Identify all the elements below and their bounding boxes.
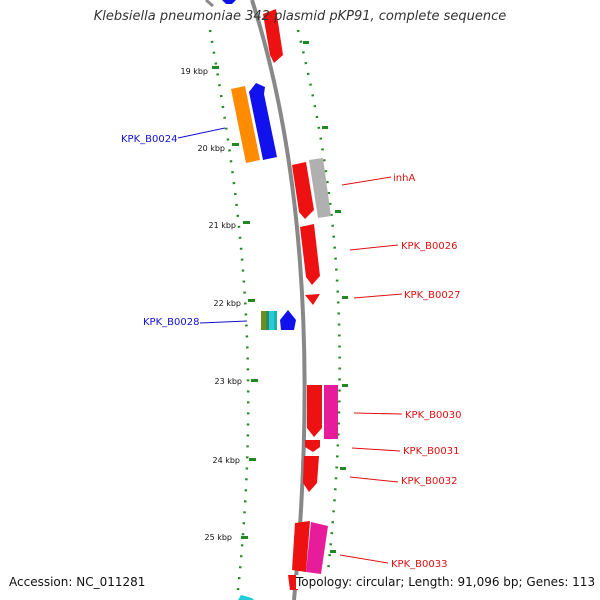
leader-line bbox=[199, 320, 248, 324]
gene-olive bbox=[261, 311, 266, 330]
label-kpk-b0026: KPK_B0026 bbox=[401, 241, 457, 252]
gene-top-red bbox=[263, 9, 283, 63]
tick-mark bbox=[342, 296, 348, 299]
tick-mark bbox=[241, 536, 248, 539]
gene-teal bbox=[274, 311, 277, 330]
map-title: Klebsiella pneumoniae 342 plasmid pKP91,… bbox=[93, 9, 507, 24]
tick-label: 23 kbp bbox=[214, 377, 242, 386]
gene-magenta-2 bbox=[306, 522, 328, 574]
label-kpk-b0028: KPK_B0028 bbox=[143, 317, 199, 328]
tick-labels: 19 kbp 20 kbp 21 kbp 22 kbp 23 kbp 24 kb… bbox=[180, 67, 242, 542]
tick-mark bbox=[330, 550, 336, 553]
tick-label: 20 kbp bbox=[197, 144, 225, 153]
tick-mark bbox=[251, 379, 258, 382]
gene-kpk-b0031 bbox=[305, 440, 320, 452]
tick-mark bbox=[335, 210, 341, 213]
gene-kpk-b0026 bbox=[300, 224, 320, 285]
tick-mark bbox=[249, 458, 256, 461]
gene-kpk-b0024 bbox=[249, 83, 277, 160]
backbone-arc bbox=[250, 0, 307, 600]
tick-mark bbox=[248, 299, 255, 302]
tick-mark bbox=[322, 126, 328, 129]
gene-cyan bbox=[269, 311, 274, 330]
gene-green bbox=[266, 311, 269, 330]
leader-lines bbox=[177, 127, 403, 564]
gene-kpk-b0030 bbox=[307, 385, 322, 437]
gene-kpk-b0032 bbox=[303, 456, 319, 492]
gene-orange bbox=[231, 86, 260, 163]
tick-mark bbox=[303, 41, 309, 44]
tick-mark bbox=[342, 384, 348, 387]
leader-line bbox=[349, 476, 399, 483]
tick-label: 22 kbp bbox=[213, 299, 241, 308]
label-kpk-b0032: KPK_B0032 bbox=[401, 476, 457, 487]
leader-line bbox=[177, 127, 226, 139]
topology-text: Topology: circular; Length: 91,096 bp; G… bbox=[296, 575, 598, 589]
label-kpk-b0033: KPK_B0033 bbox=[391, 559, 447, 570]
gene-top-blue bbox=[222, 0, 236, 4]
tick-label: 19 kbp bbox=[180, 67, 208, 76]
leader-line bbox=[353, 293, 403, 299]
leader-line bbox=[349, 244, 399, 251]
tick-label: 24 kbp bbox=[212, 456, 240, 465]
gene-inha bbox=[292, 162, 314, 219]
label-kpk-b0030: KPK_B0030 bbox=[405, 410, 461, 421]
tick-group bbox=[212, 41, 348, 553]
leader-line bbox=[341, 176, 392, 186]
gene-kpk-b0033 bbox=[292, 521, 310, 572]
gene-magenta bbox=[324, 385, 338, 439]
leader-line bbox=[351, 447, 401, 452]
gene-kpk-b0027 bbox=[305, 294, 320, 305]
tick-label: 21 kbp bbox=[208, 221, 236, 230]
accession-text: Accession: NC_011281 bbox=[9, 575, 146, 589]
label-kpk-b0027: KPK_B0027 bbox=[404, 290, 460, 301]
label-kpk-b0024: KPK_B0024 bbox=[121, 134, 177, 145]
gene-kpk-b0028 bbox=[280, 310, 296, 330]
leader-line bbox=[339, 554, 389, 564]
tick-mark bbox=[243, 221, 250, 224]
tick-label: 25 kbp bbox=[204, 533, 232, 542]
tick-mark bbox=[340, 467, 346, 470]
tick-mark bbox=[232, 143, 239, 146]
backbone-arc-top bbox=[205, 0, 214, 8]
leader-line bbox=[353, 412, 403, 415]
label-inha: inhA bbox=[393, 173, 415, 184]
label-kpk-b0031: KPK_B0031 bbox=[403, 446, 459, 457]
tick-mark bbox=[212, 66, 219, 69]
gene-labels: KPK_B0024 inhA KPK_B0026 KPK_B0027 KPK_B… bbox=[121, 134, 461, 570]
gene-bottom-cyan bbox=[238, 595, 254, 600]
gene-grey bbox=[309, 158, 331, 218]
